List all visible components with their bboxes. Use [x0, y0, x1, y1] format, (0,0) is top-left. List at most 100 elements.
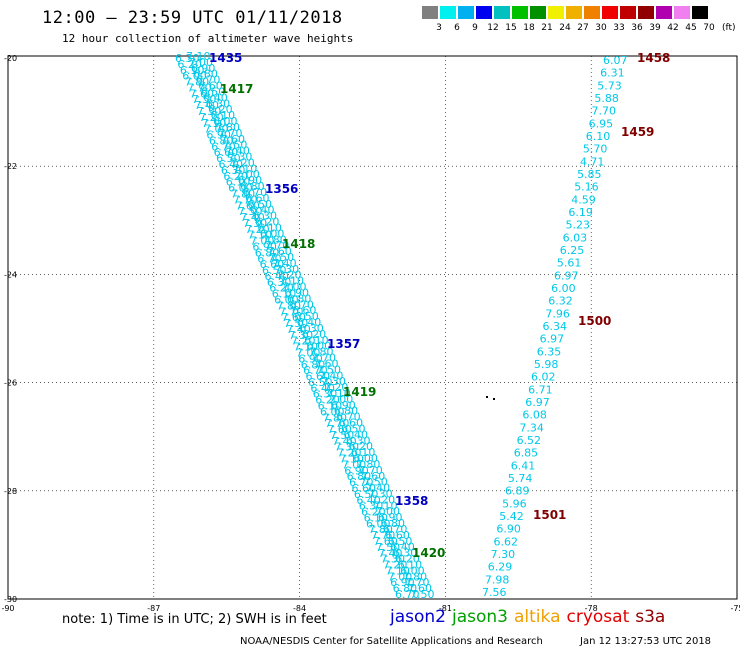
wave-height-label: 5.96: [502, 497, 526, 510]
time-label: 1420: [412, 546, 445, 560]
legend-swatch: [530, 6, 546, 19]
wave-height-label: 6.50: [262, 264, 287, 277]
wave-height-label: 6.40: [219, 158, 244, 171]
wave-height-label: 6.40: [356, 494, 381, 507]
y-tick-label: -24: [4, 270, 17, 279]
wave-height-label: 6.60: [260, 258, 285, 271]
wave-height-label: 6.70: [349, 476, 374, 489]
wave-height-label: 7.30: [491, 548, 515, 561]
wave-height-label: 7.20: [291, 335, 316, 348]
satellite-jason2: jason2: [390, 607, 446, 627]
wave-height-label: 7.30: [275, 263, 300, 276]
wave-height-label: 6.50: [294, 310, 319, 323]
wave-height-label: 7.10: [233, 162, 258, 175]
wave-height-label: 7.70: [233, 193, 258, 206]
page-title: 12:00 — 23:59 UTC 01/11/2018: [42, 8, 343, 28]
point-mark: [486, 396, 488, 398]
wave-height-label: 6.50: [354, 488, 379, 501]
wave-height-label: 6.90: [496, 523, 521, 536]
legend-label: 21: [541, 23, 553, 33]
wave-height-label: 6.19: [568, 206, 593, 219]
time-label: 1357: [327, 337, 360, 351]
wave-height-label: 7.20: [199, 111, 224, 124]
wave-height-label: 7.70: [218, 127, 243, 140]
legend-swatch: [422, 6, 438, 19]
wave-height-label: 6.30: [175, 52, 200, 65]
wave-height-label: 7.50: [238, 205, 263, 218]
wave-height-label: 6.80: [255, 246, 280, 259]
wave-height-label: 6.10: [180, 64, 205, 77]
wave-height-label: 6.31: [600, 67, 625, 80]
wave-height-label: 6.80: [393, 582, 418, 595]
wave-height-label: 7.00: [282, 281, 307, 294]
wave-height-label: 6.89: [505, 485, 530, 498]
legend-label: 18: [523, 23, 535, 33]
time-label: 1419: [343, 385, 376, 399]
wave-height-label: 6.20: [361, 506, 386, 519]
legend-label: 45: [685, 23, 697, 33]
wave-height-label: 7.50: [270, 251, 295, 264]
wave-height-label: 6.35: [537, 345, 562, 358]
wave-height-label: 7.10: [339, 453, 364, 466]
legend-label: 9: [472, 23, 478, 33]
wave-height-label: 7.60: [190, 87, 215, 100]
wave-height-label: 6.10: [272, 288, 297, 301]
legend-swatch: [512, 6, 528, 19]
wave-height-label: 7.00: [296, 347, 321, 360]
wave-height-label: 7.60: [220, 133, 245, 146]
wave-height-label: 7.50: [223, 139, 248, 152]
legend-unit: (ft): [722, 23, 736, 33]
wave-height-label: 7.70: [187, 81, 212, 94]
wave-height-label: 6.90: [331, 399, 356, 412]
wave-height-label: 7.50: [192, 93, 217, 106]
wave-height-label: 7.10: [293, 341, 318, 354]
wave-height-label: 7.50: [363, 476, 388, 489]
y-tick-label: -20: [4, 54, 17, 63]
wave-height-label: 6.00: [274, 293, 299, 306]
wave-height-label: 7.60: [408, 582, 433, 595]
wave-height-label: 6.40: [297, 316, 322, 329]
wave-height-label: 7.50: [376, 541, 401, 554]
wave-height-label: 7.30: [197, 105, 222, 118]
wave-height-label: 6.34: [543, 320, 568, 333]
wave-height-label: 7.80: [322, 411, 347, 424]
wave-height-label: 7.00: [388, 570, 413, 583]
page-subtitle: 12 hour collection of altimeter wave hei…: [62, 32, 354, 45]
wave-height-label: 7.50: [316, 363, 341, 376]
wave-height-label: 7.40: [240, 211, 265, 224]
wave-height-label: 7.70: [279, 305, 304, 318]
time-label: 1458: [637, 51, 670, 65]
wave-height-label: 7.40: [319, 369, 344, 382]
wave-height-label: 7.40: [332, 435, 357, 448]
wave-height-label: 6.70: [243, 186, 268, 199]
wave-height-label: 6.30: [299, 322, 324, 335]
wave-height-label: 6.80: [380, 517, 405, 530]
legend-label: 36: [631, 23, 643, 33]
x-tick-label: -78: [585, 604, 598, 613]
wave-height-label: 7.70: [405, 576, 430, 589]
wave-height-label: 7.80: [309, 346, 334, 359]
wave-height-label: 6.50: [216, 152, 241, 165]
wave-height-label: 6.08: [522, 409, 547, 422]
wave-height-label: 7.20: [337, 447, 362, 460]
legend-label: 27: [577, 23, 589, 33]
wave-height-label: 6.90: [238, 174, 263, 187]
wave-height-label: 7.20: [383, 559, 408, 572]
wave-height-label: 6.60: [245, 192, 269, 205]
time-label: 1356: [265, 182, 298, 196]
wave-height-label: 6.80: [334, 405, 359, 418]
wave-height-label: 6.10: [304, 334, 329, 347]
wave-height-label: 6.85: [514, 447, 539, 460]
wave-height-label: 6.29: [488, 561, 513, 574]
x-tick-label: -90: [1, 604, 14, 613]
wave-height-label: 7.70: [325, 417, 350, 430]
wave-height-label: 7.20: [230, 156, 255, 169]
wave-height-label: 7.30: [335, 441, 360, 454]
y-tick-label: -26: [4, 379, 17, 388]
wave-height-label: 7.80: [368, 523, 393, 536]
wave-height-label: 6.70: [289, 298, 314, 311]
legend-label: 70: [703, 23, 715, 33]
wave-height-label: 6.40: [264, 270, 289, 283]
legend-swatch: [476, 6, 492, 19]
